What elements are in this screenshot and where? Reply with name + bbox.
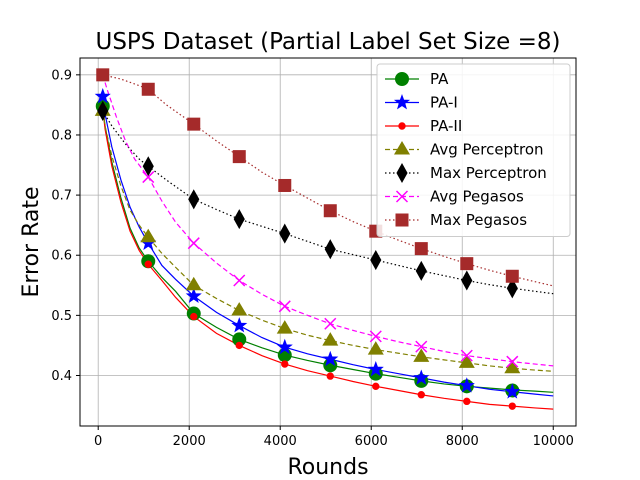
series-line-pa-ii [102, 107, 554, 410]
data-point-pa-ii [417, 391, 425, 399]
legend-marker-pa-ii [398, 122, 406, 130]
data-point-avg-perceptron [367, 341, 384, 355]
data-point-max-pegasos [232, 150, 246, 164]
data-point-pa-i [458, 377, 475, 393]
data-point-max-perceptron [506, 278, 518, 299]
data-point-avg-perceptron [231, 302, 248, 316]
legend: PA PA-I PA-II Avg Perceptron Max Perceptron A… [376, 63, 571, 237]
legend-label-pa-i: PA-I [430, 94, 458, 112]
data-point-pa-i [413, 369, 430, 385]
data-point-max-perceptron [233, 209, 245, 230]
data-point-pa-i [276, 338, 293, 355]
data-point-max-pegasos [278, 178, 292, 192]
legend-label-avg-pegasos: Avg Pegasos [430, 188, 524, 206]
y-tick-label: 0.7 [51, 189, 72, 204]
plot-frame [79, 57, 577, 427]
data-point-max-perceptron [142, 156, 154, 177]
data-point-pa-ii [235, 341, 243, 350]
x-axis-title: Rounds [287, 455, 368, 480]
data-point-max-pegasos [141, 82, 155, 96]
data-point-avg-perceptron [322, 332, 339, 346]
data-point-avg-pegasos [369, 330, 382, 343]
data-point-max-pegasos [505, 269, 519, 283]
data-point-max-perceptron [324, 239, 336, 260]
x-tick-label: 10000 [533, 434, 574, 449]
data-point-pa-ii [190, 312, 198, 321]
data-point-avg-pegasos [187, 237, 200, 250]
data-point-max-perceptron [279, 223, 291, 244]
tick-layer: 0 2000 4000 6000 8000 10000 0.4 0.5 0.6 0.7 0.8 0.9 [51, 68, 574, 449]
data-point-avg-perceptron [185, 276, 202, 291]
legend-label-pa-ii: PA-II [430, 117, 462, 135]
y-tick-label: 0.5 [51, 309, 72, 324]
legend-marker-pa-i [393, 94, 411, 110]
data-point-pa-i [322, 350, 339, 367]
data-point-avg-perceptron [458, 354, 475, 368]
data-point-max-pegasos [414, 242, 428, 256]
data-point-avg-pegasos [278, 300, 291, 313]
legend-marker-max-perceptron [396, 162, 408, 184]
data-point-avg-perceptron [276, 320, 293, 334]
data-point-max-perceptron [415, 260, 427, 281]
data-point-avg-perceptron [413, 348, 430, 362]
data-point-max-perceptron [461, 270, 473, 291]
legend-label-pa: PA [430, 70, 449, 88]
y-axis-title: Error Rate [19, 186, 44, 297]
data-point-max-pegasos [187, 117, 201, 131]
data-point-pa-i [367, 361, 384, 377]
x-tick-label: 8000 [446, 434, 479, 449]
data-point-avg-pegasos [233, 274, 246, 287]
data-point-pa-ii [144, 260, 152, 268]
data-point-avg-pegasos [460, 349, 473, 362]
data-point-avg-pegasos [142, 171, 155, 184]
data-point-pa-i [185, 287, 202, 303]
data-point-max-perceptron [188, 189, 200, 210]
data-point-max-pegasos [460, 257, 474, 271]
data-point-pa-i [94, 88, 111, 104]
y-tick-label: 0.8 [51, 128, 72, 143]
legend-marker-avg-perceptron [393, 141, 411, 155]
legend-box [376, 63, 571, 237]
data-point-pa-ii [326, 372, 334, 380]
data-point-pa-ii [281, 360, 289, 368]
data-point-avg-pegasos [506, 355, 519, 368]
x-tick-label: 4000 [264, 434, 297, 449]
data-point-avg-pegasos [415, 340, 428, 353]
y-tick-label: 0.4 [51, 369, 72, 384]
legend-label-avg-perceptron: Avg Perceptron [430, 141, 544, 159]
legend-label-max-perceptron: Max Perceptron [430, 164, 547, 182]
data-point-pa-i [231, 317, 248, 333]
data-point-avg-perceptron [504, 359, 521, 374]
data-point-pa-ii [372, 382, 380, 391]
x-tick-label: 2000 [173, 434, 206, 449]
legend-label-max-pegasos: Max Pegasos [430, 211, 527, 229]
x-tick-label: 0 [94, 434, 102, 449]
chart-title: USPS Dataset (Partial Label Set Size =8) [96, 29, 561, 55]
data-point-max-pegasos [323, 204, 337, 218]
data-point-avg-pegasos [324, 317, 337, 330]
data-point-max-perceptron [370, 250, 382, 271]
x-tick-label: 6000 [355, 434, 388, 449]
data-point-pa-ii [508, 402, 516, 410]
legend-marker-avg-pegasos [395, 190, 409, 203]
y-tick-label: 0.6 [51, 249, 72, 264]
data-point-max-pegasos [96, 68, 110, 82]
data-point-max-perceptron [97, 100, 109, 121]
data-point-pa-i [504, 383, 521, 399]
data-point-pa-ii [463, 397, 471, 406]
y-tick-label: 0.9 [51, 68, 72, 83]
marker-layer [94, 68, 521, 410]
legend-marker-max-pegasos [395, 213, 409, 227]
legend-marker-pa [395, 72, 409, 86]
data-point-avg-perceptron [140, 228, 157, 243]
